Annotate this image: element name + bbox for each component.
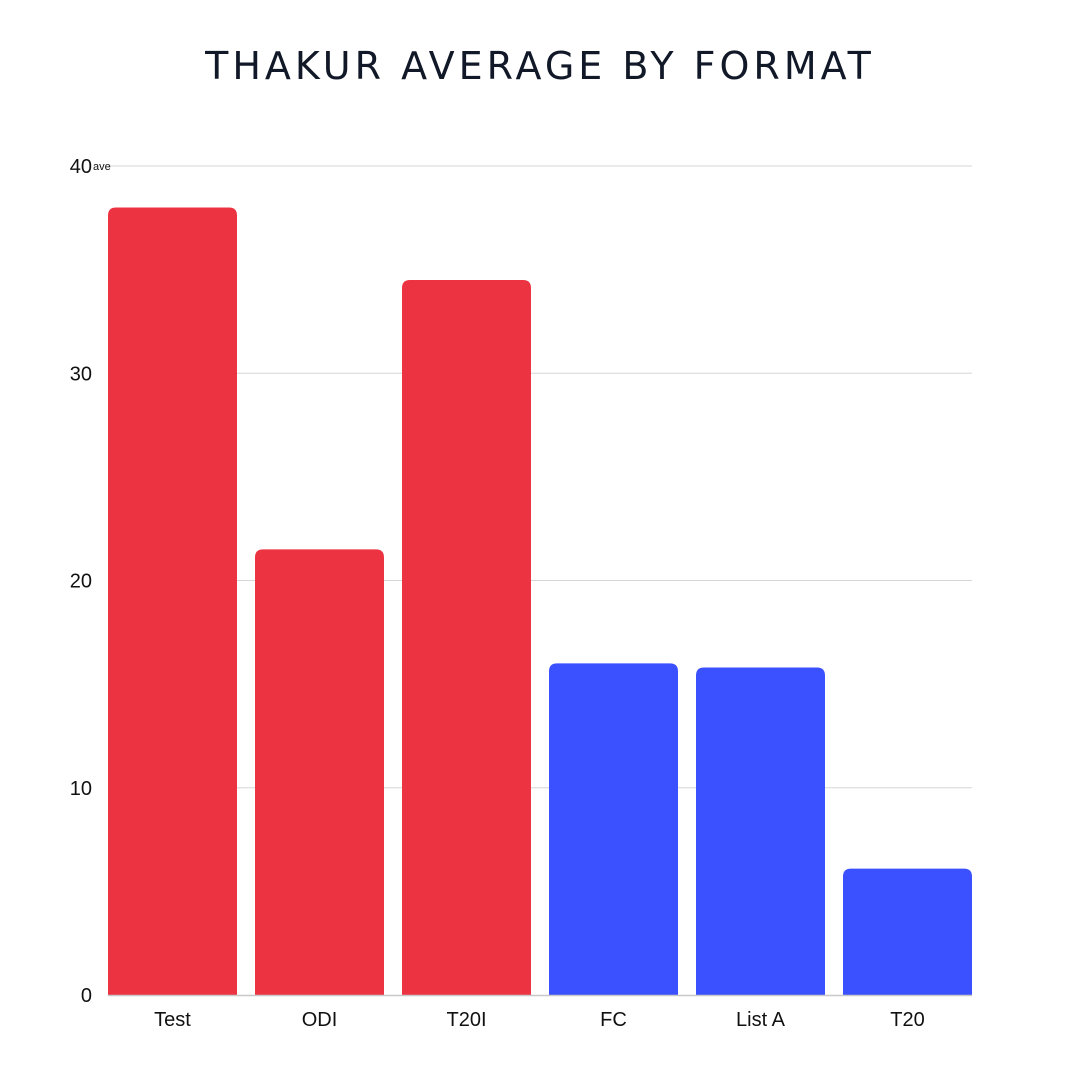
x-tick-label: List A (736, 1009, 786, 1031)
chart-title: THAKUR AVERAGE BY FORMAT (205, 44, 875, 88)
bar-test (108, 207, 237, 995)
x-tick-label: Test (154, 1009, 191, 1031)
gridlines (108, 165, 972, 789)
bars (108, 207, 972, 995)
y-tick-label: 10 (70, 778, 92, 800)
x-tick-label: ODI (302, 1009, 338, 1031)
y-tick-label: 0 (81, 985, 92, 1007)
bar-odi (255, 549, 384, 995)
y-tick-label: 30 (70, 363, 92, 385)
bar-list-a (696, 667, 825, 995)
bar-t20i (402, 279, 531, 995)
y-axis-ticks: 0 10 20 30 40 ave (70, 156, 111, 1007)
x-tick-label: FC (600, 1009, 627, 1031)
x-tick-label: T20I (446, 1009, 486, 1031)
x-axis-labels: Test ODI T20I FC List A T20 (154, 1009, 925, 1031)
y-tick-label: 40 (70, 156, 92, 178)
y-tick-label: 20 (70, 571, 92, 593)
y-unit-label: ave (93, 161, 111, 173)
bar-t20 (843, 868, 972, 995)
x-tick-label: T20 (890, 1009, 924, 1031)
bar-fc (549, 663, 678, 995)
